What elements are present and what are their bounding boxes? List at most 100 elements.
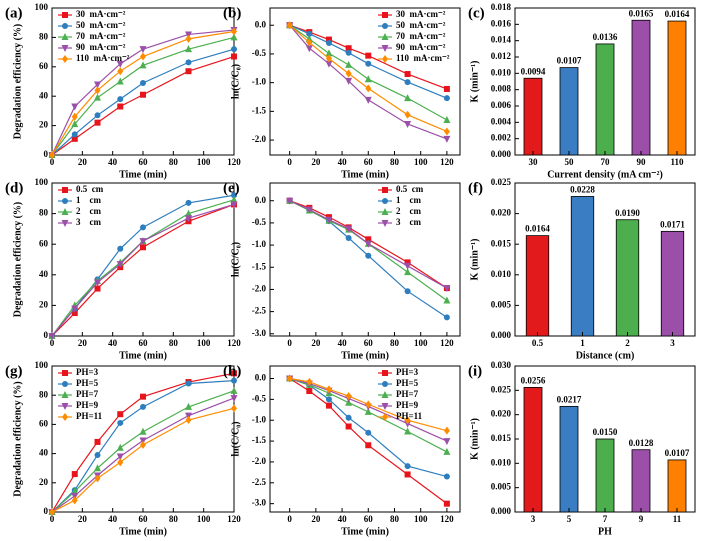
- legend-label: 0.5 cm: [76, 184, 104, 194]
- legend-label: PH=11: [76, 411, 103, 421]
- marker: [71, 496, 78, 505]
- y-tick-label: 100: [35, 360, 49, 370]
- marker: [116, 261, 124, 269]
- marker: [185, 34, 192, 43]
- x-tick-label: 80: [390, 338, 400, 348]
- legend-marker: [382, 413, 388, 421]
- marker: [139, 61, 147, 69]
- bar: [523, 77, 543, 156]
- legend-marker: [62, 413, 68, 421]
- x-tick-label: 70: [601, 157, 611, 167]
- y-tick-label: 0.025: [491, 384, 512, 394]
- marker: [185, 402, 192, 410]
- x-tick-label: 20: [78, 514, 88, 524]
- y-tick-label: 60: [39, 61, 49, 71]
- legend-label: PH=5: [76, 378, 99, 388]
- legend-label: 3 cm: [396, 217, 421, 227]
- y-tick-label: 0.018: [491, 2, 512, 12]
- y-axis-label: K (min⁻¹): [469, 61, 480, 103]
- x-axis-label: Current density (mA cm⁻²): [547, 169, 663, 180]
- x-tick-label: 9: [639, 514, 644, 524]
- marker: [185, 209, 192, 217]
- marker: [94, 81, 101, 89]
- value-label: 0.0094: [521, 66, 546, 76]
- marker: [404, 120, 412, 128]
- marker: [116, 453, 124, 461]
- legend-marker: [61, 220, 69, 227]
- x-axis-label: Time (min): [119, 169, 167, 180]
- marker: [365, 429, 372, 436]
- x-tick-label: 11: [673, 514, 682, 524]
- marker: [404, 110, 411, 119]
- marker: [306, 30, 313, 37]
- x-tick-label: 0.5: [532, 338, 544, 348]
- series-line: [289, 200, 448, 318]
- marker: [94, 452, 101, 459]
- value-label: 0.0217: [557, 394, 582, 404]
- y-tick-label: 60: [39, 418, 49, 428]
- bar: [559, 405, 579, 513]
- marker: [230, 395, 238, 403]
- bar: [660, 230, 685, 337]
- x-tick-label: 40: [338, 514, 348, 524]
- legend-label: 50 mA·cm⁻²: [76, 20, 126, 30]
- marker: [230, 33, 238, 41]
- y-tick-label: 0.005: [491, 299, 512, 309]
- panel-label: (a): [5, 5, 23, 21]
- x-tick-label: 100: [414, 338, 428, 348]
- marker: [185, 59, 192, 66]
- y-tick-label: 0.002: [491, 133, 512, 143]
- marker: [443, 127, 450, 136]
- x-tick-label: 120: [227, 514, 241, 524]
- y-tick-label: -2.0: [252, 456, 267, 466]
- marker: [404, 262, 412, 270]
- marker: [117, 458, 124, 467]
- marker: [365, 84, 372, 93]
- marker: [230, 386, 238, 394]
- marker: [364, 407, 372, 415]
- x-tick-label: 0: [287, 157, 292, 167]
- marker: [94, 86, 101, 95]
- value-label: 0.0165: [629, 8, 654, 18]
- marker: [365, 236, 372, 243]
- x-tick-label: 3: [531, 514, 536, 524]
- marker: [345, 60, 353, 68]
- marker: [94, 119, 101, 126]
- series-line: [289, 200, 448, 302]
- marker: [49, 508, 55, 516]
- bar: [615, 219, 640, 337]
- marker: [345, 392, 352, 401]
- panel-label: (i): [468, 363, 482, 379]
- legend-label: 3 cm: [76, 217, 101, 227]
- x-tick-label: 20: [78, 157, 88, 167]
- x-tick-label: 5: [567, 514, 572, 524]
- marker: [185, 199, 192, 206]
- value-label: 0.0164: [665, 9, 690, 19]
- marker: [404, 471, 411, 478]
- legend-marker: [382, 55, 388, 63]
- marker: [306, 388, 313, 395]
- marker: [94, 474, 101, 483]
- marker: [117, 103, 124, 110]
- bar: [525, 235, 550, 337]
- marker: [443, 296, 451, 304]
- marker: [185, 68, 192, 75]
- y-axis-label: ln(C/C₀): [230, 64, 241, 99]
- legend-label: PH=7: [76, 389, 99, 399]
- x-tick-label: 0: [50, 514, 55, 524]
- marker: [116, 60, 124, 68]
- y-tick-label: 0.000: [491, 330, 512, 340]
- value-label: 0.0107: [557, 56, 582, 66]
- x-axis-label: Time (min): [341, 350, 389, 361]
- marker: [139, 46, 147, 54]
- x-tick-label: 20: [311, 514, 321, 524]
- x-tick-label: 60: [364, 514, 374, 524]
- marker: [71, 131, 78, 138]
- axes-frame: [269, 182, 461, 337]
- legend-marker: [382, 12, 388, 18]
- marker: [185, 215, 192, 223]
- marker: [185, 380, 192, 387]
- y-tick-label: 0: [44, 149, 49, 159]
- panel-label: (g): [5, 363, 23, 379]
- x-tick-label: 20: [311, 338, 321, 348]
